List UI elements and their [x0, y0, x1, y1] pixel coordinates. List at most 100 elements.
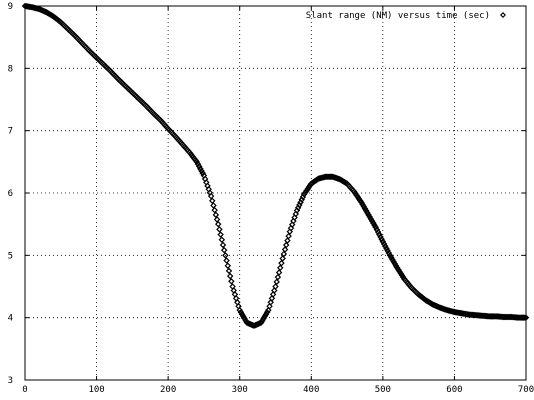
x-tick-label: 100 — [88, 385, 104, 395]
data-point-fill — [381, 242, 389, 250]
legend-label: Slant range (NM) versus time (sec) — [306, 11, 490, 21]
data-point-fill — [273, 278, 280, 286]
x-tick-label: 200 — [160, 385, 176, 395]
data-point — [386, 252, 394, 259]
data-point-fill — [219, 241, 227, 249]
data-point-fill — [274, 273, 282, 281]
data-point-fill — [195, 163, 203, 170]
data-point-fill — [240, 313, 247, 320]
x-tick-label: 700 — [518, 385, 534, 395]
data-point — [372, 224, 379, 231]
y-axis-ticks: 3 4 5 6 7 8 9 — [8, 2, 526, 386]
data-point-fill — [385, 249, 393, 257]
legend: Slant range (NM) versus time (sec) — [306, 11, 506, 21]
data-point-fill — [361, 205, 369, 212]
data-point-fill — [367, 215, 375, 223]
data-point-fill — [370, 219, 377, 227]
data-point-fill — [266, 302, 273, 310]
data-point — [265, 306, 272, 314]
data-point — [236, 306, 243, 314]
data-point — [365, 211, 372, 219]
data-point-fill — [268, 295, 276, 302]
data-point — [379, 238, 387, 245]
data-point-fill — [282, 241, 290, 249]
data-point-fill — [362, 207, 370, 214]
data-point-fill — [267, 299, 274, 306]
data-point-fill — [241, 315, 248, 322]
data-point-fill — [213, 216, 221, 223]
data-point-fill — [380, 240, 388, 248]
data-point-fill — [238, 311, 246, 318]
data-point-fill — [378, 235, 385, 243]
data-point — [272, 283, 279, 290]
data-point — [358, 199, 365, 206]
data-point-fill — [389, 256, 396, 263]
legend-marker — [500, 12, 506, 18]
data-point-fill — [237, 309, 245, 316]
data-point-fill — [390, 258, 397, 265]
data-point-fill — [275, 269, 283, 276]
data-point — [222, 252, 229, 259]
data-point-fill — [376, 231, 383, 238]
data-point-fill — [392, 262, 400, 269]
data-point-fill — [305, 183, 313, 191]
data-point-fill — [228, 278, 235, 285]
data-point-fill — [391, 260, 399, 267]
x-tick-label: 600 — [446, 385, 462, 395]
data-point-fill — [225, 267, 233, 275]
data-point-fill — [368, 217, 376, 225]
y-tick-label: 7 — [8, 127, 13, 137]
data-points — [21, 2, 530, 330]
x-tick-label: 500 — [375, 385, 391, 395]
data-point-fill — [280, 250, 288, 258]
data-point-fill — [281, 246, 289, 253]
data-point-fill — [197, 165, 204, 172]
data-point-fill — [198, 167, 205, 175]
data-point-fill — [374, 228, 382, 236]
data-point-fill — [304, 185, 311, 193]
data-point-fill — [210, 202, 217, 209]
data-point — [193, 158, 201, 166]
data-point-fill — [223, 257, 230, 264]
data-point-fill — [226, 272, 234, 280]
data-point — [214, 220, 222, 228]
data-point-fill — [377, 233, 384, 241]
data-point-fill — [278, 259, 285, 267]
data-point-fill — [303, 187, 310, 194]
data-point-fill — [384, 247, 391, 255]
data-point-fill — [209, 197, 216, 205]
data-point-fill — [373, 226, 381, 233]
data-point-fill — [364, 209, 371, 216]
data-point-fill — [383, 245, 390, 252]
data-point — [300, 190, 308, 198]
data-point-fill — [371, 221, 378, 229]
data-point-fill — [366, 213, 373, 221]
data-point-fill — [220, 246, 228, 254]
data-point-fill — [218, 236, 226, 243]
data-point-fill — [277, 264, 284, 272]
y-tick-label: 8 — [8, 64, 13, 74]
data-point-fill — [216, 226, 223, 233]
data-point-fill — [194, 160, 202, 168]
y-tick-label: 6 — [8, 189, 13, 199]
y-tick-label: 4 — [8, 314, 13, 324]
y-tick-label: 9 — [8, 2, 13, 12]
data-point-fill — [224, 262, 232, 269]
data-point-fill — [269, 291, 277, 298]
data-point-fill — [387, 254, 395, 261]
data-point-fill — [359, 201, 366, 208]
data-point-fill — [284, 237, 291, 244]
data-point-fill — [212, 211, 220, 219]
x-tick-label: 0 — [22, 385, 27, 395]
data-point-fill — [285, 232, 292, 240]
data-point-fill — [302, 189, 309, 196]
y-tick-label: 3 — [8, 376, 13, 386]
x-tick-label: 300 — [232, 385, 248, 395]
data-point-fill — [271, 287, 278, 294]
x-tick-label: 400 — [303, 385, 319, 395]
data-point-fill — [360, 203, 368, 210]
data-point — [207, 192, 215, 200]
data-point — [279, 255, 286, 262]
